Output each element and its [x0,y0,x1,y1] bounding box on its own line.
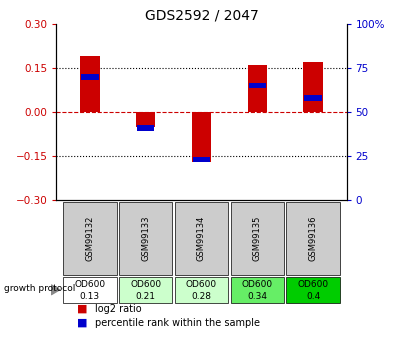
Title: GDS2592 / 2047: GDS2592 / 2047 [145,9,258,23]
Bar [231,277,284,303]
Bar [175,201,228,275]
Text: log2 ratio: log2 ratio [95,304,141,314]
Text: OD600: OD600 [297,280,329,289]
Text: GSM99136: GSM99136 [309,215,318,261]
Bar [192,112,211,162]
Bar [249,83,266,88]
Bar [231,201,284,275]
Text: GSM99133: GSM99133 [141,215,150,261]
Text: ■: ■ [77,304,87,314]
Text: 0.21: 0.21 [136,292,156,301]
Text: OD600: OD600 [74,280,106,289]
Bar [137,125,154,131]
Text: 0.34: 0.34 [247,292,267,301]
Bar [63,201,117,275]
Bar [286,201,340,275]
Text: 0.4: 0.4 [306,292,320,301]
Bar [81,74,99,80]
Bar [286,277,340,303]
Text: GSM99132: GSM99132 [85,215,94,261]
Text: ■: ■ [77,318,87,327]
Text: growth protocol: growth protocol [4,284,75,293]
Text: OD600: OD600 [130,280,161,289]
Text: GSM99134: GSM99134 [197,215,206,261]
Text: 0.13: 0.13 [80,292,100,301]
Bar [303,62,323,112]
Bar [136,112,156,127]
Bar [247,65,267,112]
Text: OD600: OD600 [242,280,273,289]
Bar [175,277,228,303]
Bar [304,96,322,101]
Polygon shape [51,285,60,295]
Bar [193,157,210,162]
Bar [63,277,117,303]
Bar [80,57,100,112]
Text: GSM99135: GSM99135 [253,215,262,261]
Text: percentile rank within the sample: percentile rank within the sample [95,318,260,327]
Bar [119,277,172,303]
Text: OD600: OD600 [186,280,217,289]
Text: 0.28: 0.28 [191,292,212,301]
Bar [119,201,172,275]
